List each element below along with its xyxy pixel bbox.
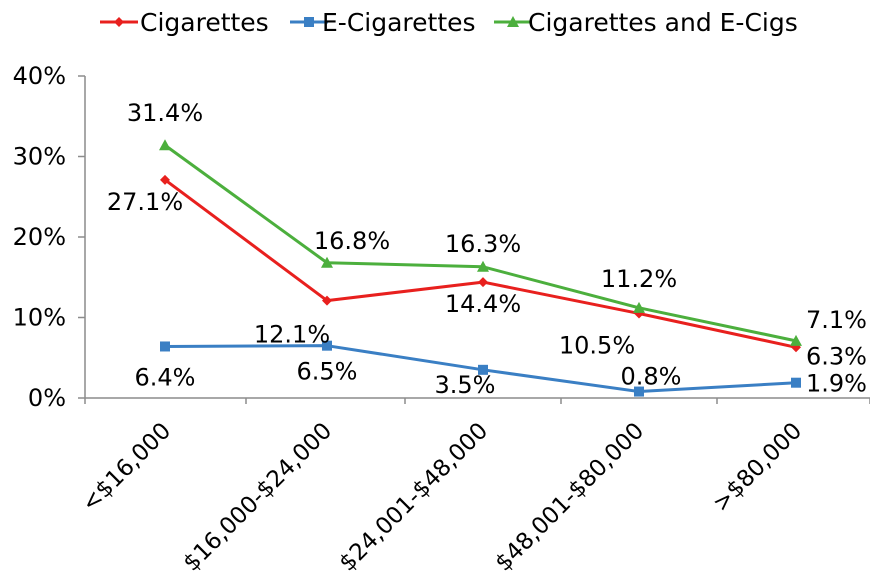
x-tick-label: >$80,000 (708, 418, 807, 517)
legend-marker (304, 17, 314, 27)
legend-label: Cigarettes (140, 8, 269, 37)
data-point (160, 341, 170, 352)
data-label: 11.2% (601, 265, 677, 293)
y-tick-label: 40% (13, 62, 66, 90)
data-label: 6.5% (297, 358, 358, 386)
data-point (477, 260, 489, 272)
data-label: 0.8% (621, 363, 682, 391)
data-label: 7.1% (806, 306, 867, 334)
data-point (160, 174, 170, 185)
data-label: 1.9% (806, 370, 867, 398)
x-tick-label: $24,001-$48,000 (334, 418, 493, 577)
data-label: 10.5% (559, 331, 635, 359)
x-tick-label: $48,001-$80,000 (490, 418, 649, 577)
data-point (322, 295, 332, 306)
data-label: 14.4% (445, 290, 521, 318)
series-markers (159, 139, 802, 397)
y-tick-label: 20% (13, 223, 66, 251)
data-label: 12.1% (254, 321, 330, 349)
data-label: 6.4% (135, 363, 196, 391)
legend-marker (507, 16, 519, 27)
data-label: 16.8% (314, 227, 390, 255)
y-tick-label: 0% (28, 384, 66, 412)
data-label: 16.3% (445, 230, 521, 258)
legend: Cigarettes E-Cigarettes Cigarettes and E-C… (100, 8, 798, 37)
data-point (791, 377, 801, 388)
data-label: 6.3% (806, 342, 867, 370)
data-point (634, 386, 644, 397)
legend-item: Cigarettes and E-Cigs (494, 8, 798, 37)
x-tick-label: $16,000-$24,000 (178, 418, 337, 577)
y-tick-label: 30% (13, 143, 66, 171)
data-label: 27.1% (107, 188, 183, 216)
axes: 0% 10% 20% 30% 40% <$16,000 $16,000-$24,000$24… (13, 62, 870, 577)
data-point (790, 334, 802, 346)
x-tick-label: <$16,000 (77, 418, 176, 517)
legend-label: E-Cigarettes (322, 8, 476, 37)
data-labels: 27.1% 12.1% 14.4% 10.5% 6.3% 6.4% 6.5% 3.5% 0.8%… (107, 99, 867, 399)
y-tick-label: 10% (13, 304, 66, 332)
legend-item: E-Cigarettes (290, 8, 476, 37)
legend-label: Cigarettes and E-Cigs (528, 8, 798, 37)
data-point (322, 340, 332, 351)
legend-marker (114, 17, 124, 27)
data-label: 3.5% (435, 371, 496, 399)
data-point (478, 277, 488, 288)
data-point (321, 256, 333, 268)
data-point (633, 301, 645, 313)
data-label: 31.4% (127, 99, 203, 127)
data-point (478, 364, 488, 375)
data-point (159, 139, 171, 151)
legend-item: Cigarettes (100, 8, 269, 37)
